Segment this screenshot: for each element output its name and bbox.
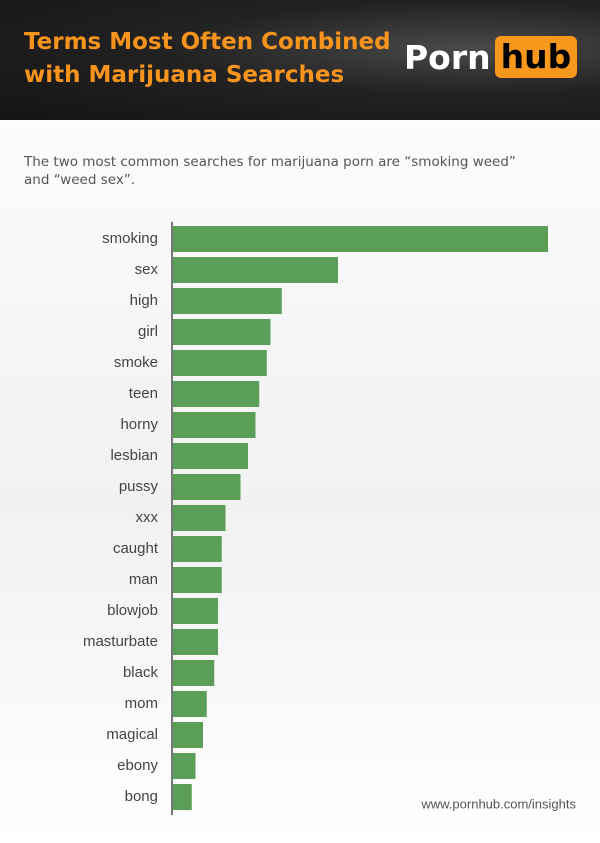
- header: Terms Most Often Combined with Marijuana…: [0, 0, 600, 120]
- y-tick-label: horny: [120, 416, 158, 433]
- y-tick-label: ebony: [117, 757, 158, 774]
- y-tick-label: blowjob: [107, 602, 158, 619]
- bar: [173, 350, 267, 376]
- logo-text: Porn: [404, 37, 491, 77]
- bar: [173, 536, 222, 562]
- y-tick-label: pussy: [119, 478, 159, 495]
- bar: [173, 288, 282, 314]
- y-tick-label: teen: [129, 385, 158, 402]
- bar: [173, 226, 548, 252]
- y-tick-label: lesbian: [110, 447, 158, 464]
- bar: [173, 381, 260, 407]
- y-tick-label: high: [130, 292, 158, 309]
- bar: [173, 753, 196, 779]
- bar: [173, 567, 222, 593]
- y-tick-label: mom: [125, 695, 158, 712]
- logo: Porn hub: [404, 36, 578, 78]
- y-tick-label: man: [129, 571, 158, 588]
- bar: [173, 691, 207, 717]
- bar: [173, 443, 248, 469]
- bar: [173, 412, 256, 438]
- y-tick-label: masturbate: [83, 633, 158, 650]
- bar: [173, 722, 203, 748]
- bar: [173, 474, 241, 500]
- y-tick-label: bong: [125, 788, 158, 805]
- bar: [173, 598, 218, 624]
- y-tick-label: smoke: [114, 354, 158, 371]
- bar: [173, 319, 271, 345]
- logo-text: hub: [494, 36, 578, 78]
- chart-title: Terms Most Often Combined with Marijuana…: [24, 29, 391, 88]
- bar: [173, 257, 338, 283]
- y-tick-label: smoking: [102, 230, 158, 247]
- y-tick-label: caught: [113, 540, 159, 557]
- chart-subtitle: The two most common searches for marijua…: [24, 154, 516, 188]
- bar: [173, 505, 226, 531]
- y-tick-label: magical: [106, 726, 158, 743]
- y-tick-label: black: [123, 664, 159, 681]
- y-tick-label: girl: [138, 323, 158, 340]
- source: www.pornhub.com/insights: [420, 796, 576, 811]
- y-tick-label: xxx: [136, 509, 159, 526]
- bar: [173, 660, 215, 686]
- bar: [173, 629, 218, 655]
- bar: [173, 784, 192, 810]
- y-tick-label: sex: [135, 261, 159, 278]
